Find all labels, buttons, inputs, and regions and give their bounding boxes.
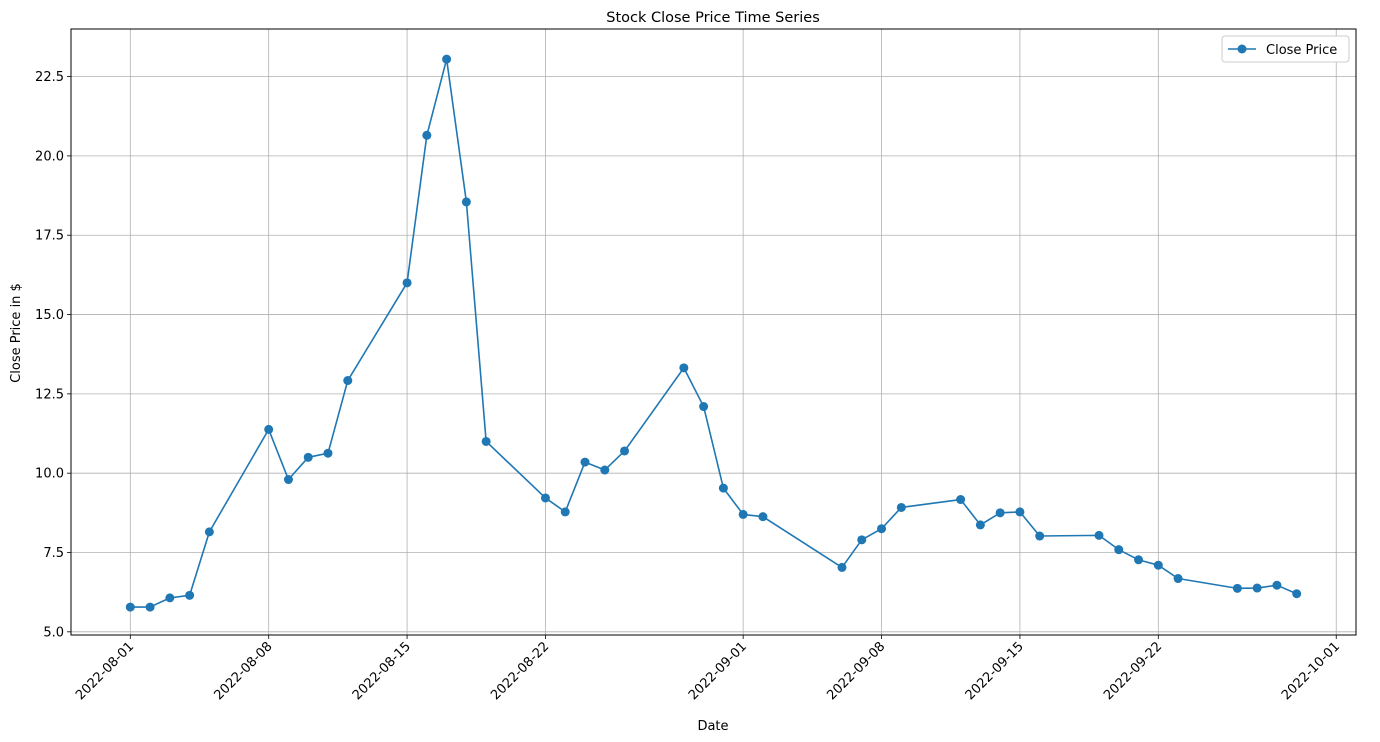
y-tick-label: 20.0 [35,149,64,164]
y-tick-label: 5.0 [43,625,64,640]
data-point [1232,583,1242,593]
data-point [679,363,689,373]
y-axis-label: Close Price in $ [9,283,24,383]
data-point [343,376,353,386]
data-point [283,475,293,485]
data-point [738,509,748,519]
legend-box [1221,35,1350,63]
y-tick-label: 12.5 [35,387,64,402]
data-point [1035,531,1045,541]
data-point [402,278,412,288]
data-point [1272,580,1282,590]
y-tick-label: 10.0 [35,467,64,482]
y-tick-label: 15.0 [35,308,64,323]
series-close-price [125,54,1302,612]
data-point [718,483,728,493]
data-point [422,130,432,140]
data-point [1134,555,1144,565]
data-point [580,457,590,467]
data-point [995,508,1005,518]
data-point [1094,530,1104,540]
data-point [185,590,195,600]
data-point [1114,545,1124,555]
legend-marker [1237,44,1247,54]
y-tick-label: 17.5 [35,229,64,244]
data-point [125,602,135,612]
data-point [145,602,155,612]
data-point [857,535,867,545]
data-point [1173,574,1183,584]
data-point [303,452,313,462]
x-axis-label: Date [697,719,728,734]
data-point [620,446,630,456]
data-point [323,448,333,458]
legend: Close Price [1221,35,1350,63]
data-point [1153,560,1163,570]
plot-frame [70,28,1357,636]
data-point [1252,583,1262,593]
data-point [1015,507,1025,517]
data-point [165,593,175,603]
data-point [481,436,491,446]
data-point [896,502,906,512]
legend-label: Close Price [1266,43,1337,58]
data-point [204,527,214,537]
data-point [600,465,610,475]
y-tick-label: 7.5 [43,546,64,561]
data-point [442,54,452,64]
chart-title: Stock Close Price Time Series [606,10,820,26]
y-tick-label: 22.5 [35,70,64,85]
data-point [699,402,709,412]
data-point [877,524,887,534]
data-point [837,562,847,572]
data-point [1292,589,1302,599]
y-axis: 5.0 7.5 10.0 12.5 15.0 17.5 20.0 22.5 [35,70,71,640]
data-point [540,493,550,503]
data-point [264,424,274,434]
data-point [758,512,768,522]
data-point [560,507,570,517]
data-point [975,520,985,530]
data-point [956,495,966,505]
data-point [461,197,471,207]
